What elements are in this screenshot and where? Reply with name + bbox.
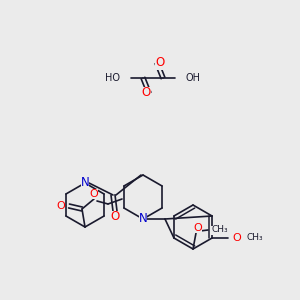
Text: CH₃: CH₃: [211, 226, 228, 235]
Text: OH: OH: [186, 73, 201, 83]
Text: O: O: [194, 223, 202, 233]
Text: CH₃: CH₃: [246, 233, 263, 242]
Text: HO: HO: [105, 73, 120, 83]
Text: O: O: [110, 211, 120, 224]
Text: O: O: [90, 189, 98, 199]
Text: N: N: [81, 176, 89, 190]
Text: O: O: [232, 233, 241, 243]
Text: N: N: [139, 212, 147, 226]
Text: O: O: [155, 56, 165, 70]
Text: O: O: [56, 201, 65, 211]
Text: O: O: [141, 86, 151, 100]
